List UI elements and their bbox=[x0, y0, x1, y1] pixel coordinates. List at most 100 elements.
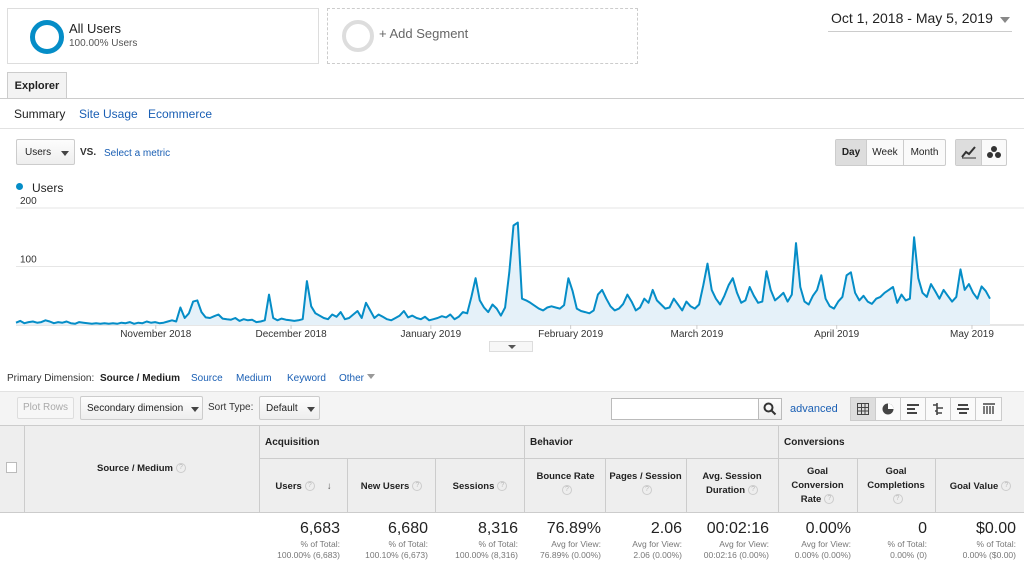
col-goal-value[interactable]: Goal Value? bbox=[937, 480, 1024, 494]
col-sessions[interactable]: Sessions? bbox=[436, 480, 524, 494]
total-users-sub2: 100.00% (6,683) bbox=[260, 550, 340, 561]
total-duration-value: 00:02:16 bbox=[688, 519, 769, 539]
primary-dimension-keyword[interactable]: Keyword bbox=[287, 373, 326, 384]
x-tick-label: January 2019 bbox=[401, 329, 462, 340]
col-goal-completions-label: Goal Completions bbox=[867, 466, 925, 491]
col-pages-per-session[interactable]: Pages / Session? bbox=[609, 470, 682, 498]
metric-select-value: Users bbox=[25, 147, 51, 158]
total-goal-conv-value: 0.00% bbox=[779, 519, 851, 539]
help-icon[interactable]: ? bbox=[562, 485, 572, 495]
help-icon[interactable]: ? bbox=[1001, 481, 1011, 491]
primary-dimension-other[interactable]: Other bbox=[339, 373, 372, 384]
help-icon[interactable]: ? bbox=[642, 485, 652, 495]
primary-dimension-source-medium[interactable]: Source / Medium bbox=[100, 373, 180, 384]
total-users-value: 6,683 bbox=[260, 519, 340, 539]
total-bounce-rate-sub1: Avg for View: bbox=[526, 539, 601, 550]
chart-collapse-toggle[interactable] bbox=[489, 341, 533, 352]
motion-chart-button[interactable] bbox=[982, 140, 1006, 165]
total-bounce-rate-value: 76.89% bbox=[526, 519, 601, 539]
pivot-view-button[interactable] bbox=[976, 398, 1001, 420]
sort-type-select[interactable]: Default bbox=[259, 396, 320, 420]
chevron-down-icon bbox=[61, 151, 69, 156]
col-goal-conversion-rate[interactable]: Goal Conversion Rate? bbox=[782, 465, 853, 507]
segment-title: All Users bbox=[69, 21, 121, 36]
subtab-site-usage[interactable]: Site Usage bbox=[79, 107, 138, 121]
segment-subtitle: 100.00% Users bbox=[69, 38, 137, 49]
help-icon[interactable]: ? bbox=[748, 485, 758, 495]
secondary-dimension-select[interactable]: Secondary dimension bbox=[80, 396, 203, 420]
date-range-picker[interactable]: Oct 1, 2018 - May 5, 2019 bbox=[828, 6, 1012, 32]
metric-select[interactable]: Users bbox=[16, 139, 75, 165]
col-users-label: Users bbox=[275, 481, 301, 492]
col-goal-completions[interactable]: Goal Completions? bbox=[860, 465, 932, 507]
x-tick-label: February 2019 bbox=[538, 329, 603, 340]
total-users: 6,683% of Total: 100.00% (6,683) bbox=[260, 519, 340, 561]
percentage-view-button[interactable] bbox=[876, 398, 901, 420]
segment-all-users[interactable]: All Users 100.00% Users bbox=[7, 8, 319, 64]
col-pages-label: Pages / Session bbox=[609, 471, 681, 482]
total-goal-value-sub1: % of Total: bbox=[936, 539, 1016, 550]
sort-type-label: Sort Type: bbox=[208, 402, 253, 413]
help-icon[interactable]: ? bbox=[497, 481, 507, 491]
help-icon[interactable]: ? bbox=[305, 481, 315, 491]
total-pages-sub2: 2.06 (0.00%) bbox=[607, 550, 682, 561]
users-line-chart[interactable]: 200 100 November 2018 December 2018 January … bbox=[0, 195, 1024, 340]
col-sessions-label: Sessions bbox=[453, 481, 495, 492]
table-search-input[interactable] bbox=[611, 398, 759, 420]
dimension-column-header[interactable]: Source / Medium? bbox=[24, 462, 259, 476]
col-bounce-rate-label: Bounce Rate bbox=[536, 471, 594, 482]
performance-view-button[interactable] bbox=[901, 398, 926, 420]
total-goal-completions-sub2: 0.00% (0) bbox=[858, 550, 927, 561]
help-icon[interactable]: ? bbox=[824, 494, 834, 504]
day-button[interactable]: Day bbox=[836, 140, 867, 165]
search-button[interactable] bbox=[758, 398, 782, 420]
vs-label: VS. bbox=[80, 147, 96, 158]
plot-rows-button[interactable]: Plot Rows bbox=[17, 397, 74, 419]
total-goal-value-value: $0.00 bbox=[936, 519, 1016, 539]
x-tick-label: March 2019 bbox=[670, 329, 723, 340]
primary-dimension-source[interactable]: Source bbox=[191, 373, 223, 384]
granularity-toggle: Day Week Month bbox=[835, 139, 946, 166]
week-button[interactable]: Week bbox=[867, 140, 904, 165]
y-tick-label: 200 bbox=[20, 196, 37, 207]
subtab-summary[interactable]: Summary bbox=[14, 107, 65, 121]
term-cloud-button[interactable] bbox=[951, 398, 976, 420]
total-avg-session-duration: 00:02:16 Avg for View: 00:02:16 (0.00%) bbox=[688, 519, 769, 561]
subtab-ecommerce[interactable]: Ecommerce bbox=[148, 107, 212, 121]
select-all-checkbox[interactable] bbox=[6, 462, 17, 473]
total-users-sub1: % of Total: bbox=[260, 539, 340, 550]
line-chart-button[interactable] bbox=[956, 140, 982, 165]
primary-dimension-medium[interactable]: Medium bbox=[236, 373, 272, 384]
select-metric-link[interactable]: Select a metric bbox=[104, 148, 170, 159]
add-segment-button[interactable]: + Add Segment bbox=[327, 8, 638, 64]
empty-segment-circle-icon bbox=[342, 20, 374, 52]
total-sessions-sub1: % of Total: bbox=[436, 539, 518, 550]
advanced-filter-link[interactable]: advanced bbox=[790, 403, 838, 415]
y-tick-label: 100 bbox=[20, 255, 37, 266]
tab-explorer[interactable]: Explorer bbox=[7, 72, 67, 99]
x-tick-label: November 2018 bbox=[120, 329, 192, 340]
chevron-down-icon bbox=[1000, 17, 1010, 23]
col-bounce-rate[interactable]: Bounce Rate? bbox=[526, 470, 605, 498]
other-label: Other bbox=[339, 373, 364, 384]
col-avg-session-duration[interactable]: Avg. Session Duration? bbox=[690, 470, 774, 498]
total-sessions-value: 8,316 bbox=[436, 519, 518, 539]
month-button[interactable]: Month bbox=[904, 140, 945, 165]
help-icon[interactable]: ? bbox=[412, 481, 422, 491]
pivot-icon bbox=[983, 403, 995, 415]
comparison-view-button[interactable] bbox=[926, 398, 951, 420]
total-new-users: 6,680% of Total: 100.10% (6,673) bbox=[348, 519, 428, 561]
add-segment-label: + Add Segment bbox=[379, 26, 468, 41]
data-view-button[interactable] bbox=[851, 398, 876, 420]
total-bounce-rate-sub2: 76.89% (0.00%) bbox=[526, 550, 601, 561]
total-goal-value-sub2: 0.00% ($0.00) bbox=[936, 550, 1016, 561]
primary-dimension-label: Primary Dimension: bbox=[7, 373, 94, 384]
col-new-users[interactable]: New Users? bbox=[348, 480, 435, 494]
help-icon[interactable]: ? bbox=[176, 463, 186, 473]
bubble-chart-icon bbox=[986, 145, 1002, 159]
legend-users-label: Users bbox=[32, 181, 63, 195]
col-users[interactable]: Users? ↓ bbox=[260, 480, 347, 494]
pie-chart-icon bbox=[882, 403, 894, 415]
col-goal-conv-label: Goal Conversion Rate bbox=[791, 466, 843, 505]
help-icon[interactable]: ? bbox=[893, 494, 903, 504]
